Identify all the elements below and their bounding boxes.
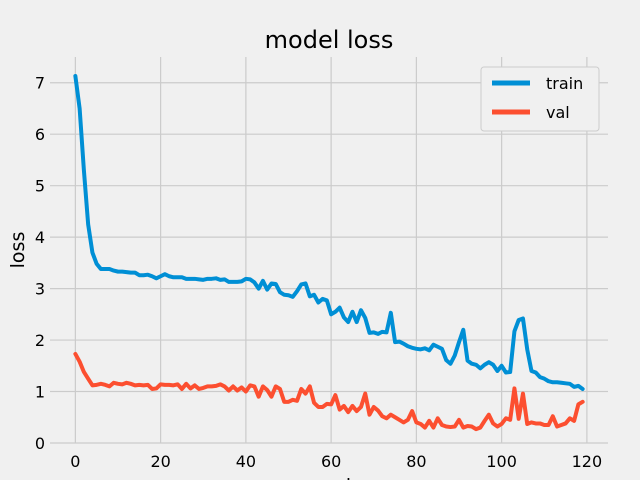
y-tick-label: 4 [35,228,45,247]
legend: train val [480,66,600,132]
x-tick-label: 0 [70,452,80,471]
x-tick-label: 120 [572,452,603,471]
y-axis-label: loss [7,232,29,269]
y-tick-label: 0 [35,434,45,453]
x-tick-label: 40 [236,452,256,471]
x-tick-label: 60 [321,452,341,471]
y-tick-label: 7 [35,74,45,93]
series-line-val [73,351,585,432]
chart-title: model loss [265,26,394,54]
y-tick-label: 5 [35,177,45,196]
y-tick-label: 2 [35,331,45,350]
x-axis-label: epoch [300,475,358,480]
series-line-train [73,74,585,391]
legend-label-train: train [546,74,583,93]
x-tick-label: 80 [406,452,426,471]
series-layer [73,74,585,432]
y-tick-label: 6 [35,125,45,144]
tick-labels: 0 20 40 60 80 100 120 0 1 2 3 4 5 6 7 [35,74,602,471]
legend-label-val: val [546,103,570,122]
y-tick-label: 1 [35,383,45,402]
x-tick-label: 100 [486,452,517,471]
y-tick-label: 3 [35,280,45,299]
x-tick-label: 20 [150,452,170,471]
